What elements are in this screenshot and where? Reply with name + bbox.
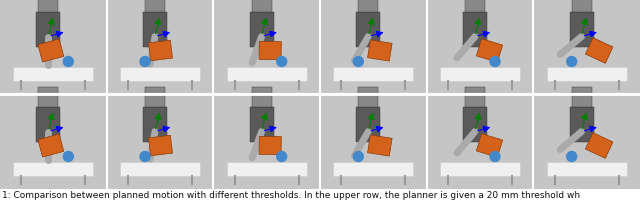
- Text: 1: Comparison between planned motion with different thresholds. In the upper row: 1: Comparison between planned motion wit…: [2, 190, 580, 199]
- Bar: [120, 67, 200, 81]
- Circle shape: [353, 152, 364, 162]
- Bar: [570, 12, 594, 47]
- Bar: [250, 107, 274, 142]
- Bar: [250, 12, 274, 47]
- Bar: [227, 162, 307, 176]
- Polygon shape: [586, 133, 613, 159]
- Bar: [570, 107, 594, 142]
- Polygon shape: [259, 42, 282, 60]
- Polygon shape: [259, 137, 282, 155]
- Bar: [145, 87, 165, 107]
- Bar: [533, 0, 640, 95]
- Bar: [463, 12, 487, 47]
- Polygon shape: [586, 39, 613, 64]
- Polygon shape: [476, 134, 502, 158]
- Bar: [227, 67, 307, 81]
- Circle shape: [276, 57, 287, 67]
- Bar: [213, 0, 320, 95]
- Bar: [143, 12, 167, 47]
- Bar: [358, 87, 378, 107]
- Circle shape: [63, 57, 74, 67]
- Bar: [252, 0, 271, 12]
- Bar: [0, 95, 107, 189]
- Circle shape: [140, 57, 150, 67]
- Bar: [145, 0, 165, 12]
- Bar: [440, 67, 520, 81]
- Bar: [13, 162, 93, 176]
- Bar: [356, 12, 380, 47]
- Bar: [38, 0, 58, 12]
- Bar: [465, 87, 485, 107]
- Polygon shape: [367, 41, 392, 62]
- Bar: [427, 0, 533, 95]
- Bar: [36, 12, 60, 47]
- Bar: [320, 95, 427, 189]
- Bar: [107, 0, 213, 95]
- Bar: [465, 0, 485, 12]
- Circle shape: [566, 57, 577, 67]
- Polygon shape: [38, 40, 64, 63]
- Bar: [427, 95, 533, 189]
- Bar: [333, 67, 413, 81]
- Bar: [120, 162, 200, 176]
- Bar: [38, 87, 58, 107]
- Circle shape: [490, 152, 500, 162]
- Bar: [547, 162, 627, 176]
- Bar: [572, 87, 591, 107]
- Bar: [36, 107, 60, 142]
- Polygon shape: [367, 135, 392, 156]
- Bar: [320, 0, 427, 95]
- Polygon shape: [148, 136, 173, 156]
- Circle shape: [566, 152, 577, 162]
- Polygon shape: [148, 41, 173, 61]
- Bar: [213, 95, 320, 189]
- Circle shape: [276, 152, 287, 162]
- Bar: [463, 107, 487, 142]
- Bar: [333, 162, 413, 176]
- Circle shape: [63, 152, 74, 162]
- Bar: [356, 107, 380, 142]
- Circle shape: [140, 152, 150, 162]
- Bar: [252, 87, 271, 107]
- Bar: [107, 95, 213, 189]
- Bar: [440, 162, 520, 176]
- Bar: [572, 0, 591, 12]
- Polygon shape: [476, 40, 502, 63]
- Bar: [0, 189, 640, 206]
- Polygon shape: [38, 134, 64, 157]
- Circle shape: [490, 57, 500, 67]
- Circle shape: [353, 57, 364, 67]
- Bar: [13, 67, 93, 81]
- Bar: [547, 67, 627, 81]
- Bar: [358, 0, 378, 12]
- Bar: [143, 107, 167, 142]
- Bar: [533, 95, 640, 189]
- Bar: [0, 0, 107, 95]
